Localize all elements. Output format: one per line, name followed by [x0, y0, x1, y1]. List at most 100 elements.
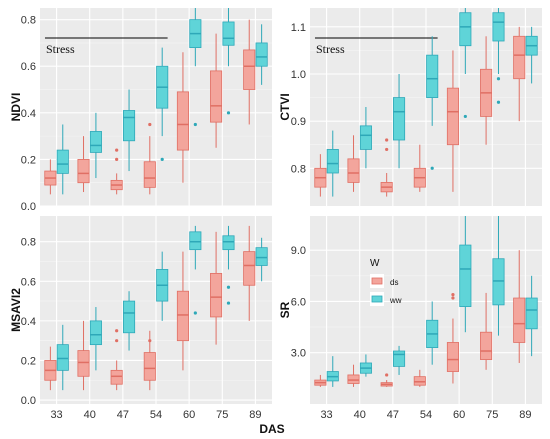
ytick-label-sr: 3.0 — [291, 348, 306, 360]
panel-sr-boxes — [314, 216, 538, 387]
xticks-left: 33 40 47 54 60 75 89 — [50, 409, 261, 421]
box-ww — [459, 12, 472, 47]
ytick-label-ctvi: 0.9 — [291, 116, 306, 128]
panel-sr-yticks: 3.0 6.0 9.0 — [291, 245, 306, 360]
panel-sr: 3.0 6.0 9.0 SR — [278, 216, 542, 404]
outlier-ww — [226, 285, 231, 289]
box-ds — [143, 161, 156, 188]
outlier-ds — [451, 293, 455, 297]
box-ds — [446, 87, 459, 146]
box-ww — [492, 12, 505, 42]
panel-ctvi: Stress 0.8 0.9 1.0 1.1 CTVI — [278, 8, 542, 206]
box-ww — [89, 320, 102, 346]
box-ww — [222, 235, 235, 251]
box-ww — [393, 350, 406, 367]
box-ww — [222, 21, 235, 46]
outlier-ww — [226, 111, 231, 115]
legend-title: W — [370, 258, 380, 269]
panel-ndvi-grid — [40, 8, 272, 207]
panel-sr-ylabel: SR — [278, 301, 292, 318]
outlier-ww — [496, 77, 501, 81]
box-ds — [513, 35, 526, 80]
box-ww — [56, 344, 69, 371]
legend-label-ww: ww — [389, 296, 402, 305]
legend-swatch-ds — [371, 277, 383, 285]
box-ww — [393, 97, 406, 141]
xtick-label: 47 — [117, 409, 129, 421]
box-ds — [446, 342, 459, 372]
box-ds — [176, 290, 189, 342]
box-ww — [426, 54, 439, 98]
box-ww — [56, 149, 69, 174]
panel-ndvi-ylabel: NDVI — [9, 93, 23, 122]
outlier-ds — [385, 147, 389, 152]
ytick-label-ndvi: 0.2 — [21, 154, 36, 166]
ytick-label-ndvi: 0.8 — [21, 15, 36, 27]
box-ww — [255, 247, 268, 266]
outlier-ww — [193, 122, 197, 127]
box-ds — [210, 70, 223, 123]
box-ds — [77, 159, 90, 184]
panel-msavi2-yticks: 0.0 0.2 0.4 0.6 0.8 — [21, 237, 36, 407]
box-ds — [143, 352, 156, 381]
stress-label-ctvi: Stress — [316, 42, 345, 56]
xtick-label: 33 — [320, 409, 332, 421]
ytick-label-ctvi: 1.1 — [291, 22, 306, 34]
x-axis-label: DAS — [259, 422, 284, 436]
xtick-label: 54 — [150, 409, 162, 421]
outlier-ds — [148, 339, 152, 343]
box-ww — [525, 297, 538, 330]
outlier-ds — [115, 329, 119, 333]
ytick-label-msavi2: 0.0 — [21, 395, 36, 407]
panel-ndvi-boxes — [44, 8, 268, 195]
outlier-ds — [451, 296, 455, 300]
xtick-label: 47 — [387, 409, 399, 421]
panel-ctvi-ylabel: CTVI — [278, 93, 292, 120]
panel-ctvi-boxes — [314, 8, 538, 197]
stress-label-ndvi: Stress — [46, 42, 75, 56]
box-ww — [123, 300, 136, 334]
outlier-ds — [385, 373, 389, 377]
xtick-label: 75 — [216, 409, 228, 421]
outlier-ww — [193, 311, 197, 315]
outlier-ww — [496, 100, 501, 104]
outlier-ww — [160, 157, 164, 162]
ytick-label-sr: 6.0 — [291, 296, 306, 308]
ytick-label-ctvi: 0.8 — [291, 163, 306, 175]
box-ds — [243, 251, 256, 286]
ytick-label-msavi2: 0.6 — [21, 276, 36, 288]
ytick-label-ndvi: 0.4 — [21, 108, 36, 120]
box-ds — [176, 91, 189, 151]
box-ds — [347, 158, 360, 183]
panel-msavi2-ylabel: MSAVI2 — [9, 288, 23, 332]
box-ww — [459, 244, 472, 307]
box-ds — [243, 49, 256, 90]
xtick-label: 40 — [354, 409, 366, 421]
box-ww — [359, 125, 372, 150]
outlier-ww — [463, 114, 467, 119]
box-ds — [513, 297, 526, 343]
xtick-label: 89 — [249, 409, 261, 421]
ytick-label-ndvi: 0.0 — [21, 201, 36, 213]
box-ww — [189, 231, 202, 251]
box-ds — [77, 350, 90, 377]
xticks-right: 33 40 47 54 60 75 89 — [320, 409, 531, 421]
box-ds — [347, 374, 360, 384]
legend-swatch-ww — [371, 295, 383, 303]
box-ww — [123, 110, 136, 142]
outlier-ds — [115, 157, 119, 162]
panel-ctvi-yticks: 0.8 0.9 1.0 1.1 — [291, 22, 306, 175]
xtick-label: 54 — [420, 409, 432, 421]
panel-ndvi-yticks: 0.0 0.2 0.4 0.6 0.8 — [21, 15, 36, 213]
box-ds — [480, 331, 493, 360]
box-ds — [210, 272, 223, 318]
legend-label-ds: ds — [390, 278, 398, 287]
outlier-ds — [115, 339, 119, 343]
ytick-label-msavi2: 0.8 — [21, 237, 36, 249]
xtick-label: 33 — [50, 409, 62, 421]
panel-msavi2: 0.0 0.2 0.4 0.6 0.8 MSAVI2 — [9, 216, 272, 407]
panel-ndvi: Stress 0.0 0.2 0.4 0.6 0.8 NDVI — [9, 8, 272, 213]
box-ds — [110, 369, 123, 385]
outlier-ds — [148, 122, 152, 127]
